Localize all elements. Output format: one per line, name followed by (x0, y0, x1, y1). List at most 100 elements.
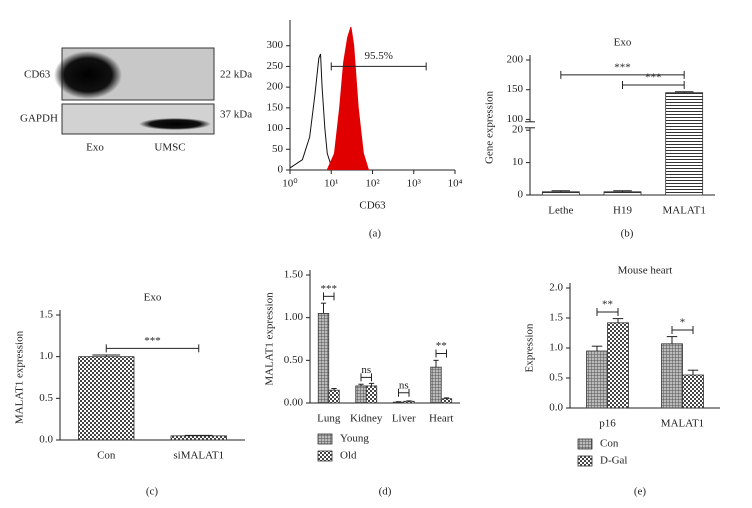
x-tick-label: MALAT1 (662, 205, 705, 217)
y-tick-label: 2.0 (549, 282, 563, 294)
y-tick-label: 0.5 (549, 372, 563, 384)
y-tick-label: 150 (507, 83, 524, 95)
x-tick-label: 10¹ (324, 178, 338, 190)
significance-label: * (680, 317, 686, 329)
panel-label: (c) (146, 486, 159, 498)
x-tick-label: Heart (429, 413, 453, 425)
bar (665, 92, 704, 196)
y-tick-label: 300 (267, 39, 284, 51)
y-tick-label: 1.5 (39, 309, 53, 321)
significance-label: *** (645, 71, 662, 83)
blot-lane-label: Exo (86, 142, 104, 154)
significance-label: ** (436, 340, 447, 352)
western-blot: CD63 GAPDH 22 kDa 37 kDa Exo UMSC (20, 47, 252, 154)
panel-label: (a) (369, 228, 382, 240)
panel-label: (e) (634, 486, 647, 498)
y-axis-label: Gene expression (484, 91, 496, 165)
blot-band (54, 51, 122, 99)
bar (430, 366, 442, 404)
bar (328, 389, 340, 404)
bar (78, 356, 135, 441)
legend-swatch (317, 450, 333, 462)
y-tick-label: 250 (267, 60, 284, 72)
bar (365, 385, 378, 404)
y-tick-label: 1.00 (284, 311, 304, 323)
x-tick-label: MALAT1 (661, 418, 704, 430)
y-tick-label: 0.50 (284, 354, 304, 366)
y-tick-label: 1.50 (284, 269, 304, 281)
x-tick-label: 10² (365, 178, 380, 190)
legend-swatch (317, 433, 333, 445)
x-tick-label: Liver (392, 413, 416, 425)
panel-label: (b) (621, 228, 634, 240)
y-tick-label: 200 (507, 54, 524, 66)
bar (607, 322, 629, 409)
legend-label: D-Gal (600, 455, 628, 467)
y-tick-label: 50 (272, 143, 284, 155)
x-tick-label: p16 (599, 418, 616, 430)
bar (392, 401, 405, 404)
y-tick-label: 0.0 (39, 434, 53, 446)
legend-swatch (577, 438, 593, 450)
y-tick-label: 1.0 (39, 350, 53, 362)
legend-label: Young (340, 433, 369, 445)
x-tick-label: Lethe (548, 205, 573, 217)
x-tick-label: siMALAT1 (173, 450, 224, 462)
y-tick-label: 10 (512, 156, 524, 168)
bar (661, 343, 683, 409)
bar (440, 398, 453, 404)
x-tick-label: 10³ (407, 178, 422, 190)
histogram-curve (289, 53, 335, 171)
bar (170, 435, 227, 441)
gate-label: 95.5% (364, 50, 392, 62)
y-tick-label: 200 (267, 81, 284, 93)
significance-label: *** (144, 335, 161, 347)
chart-title: Exo (614, 37, 632, 49)
y-tick-label: 100 (267, 122, 284, 134)
significance-label: *** (321, 283, 338, 295)
y-tick-label: 150 (267, 101, 284, 113)
chart-title: Mouse heart (618, 265, 673, 277)
y-tick-label: 20 (512, 124, 524, 136)
y-tick-label: 100 (507, 113, 524, 125)
x-tick-label: 10⁴ (448, 178, 463, 190)
bar (603, 191, 642, 196)
x-tick-label: Con (97, 450, 116, 462)
y-tick-label: 0.0 (549, 402, 563, 414)
y-tick-label: 0 (278, 164, 284, 176)
legend-swatch (577, 455, 593, 467)
significance-label: ns (399, 379, 409, 391)
y-tick-label: 0.5 (39, 392, 53, 404)
x-tick-label: Kidney (350, 413, 383, 425)
y-axis-label: MALAT1 expression (14, 330, 26, 424)
chart-title: Exo (144, 292, 162, 304)
blot-band (139, 118, 211, 130)
bar (541, 191, 580, 196)
significance-label: ns (361, 364, 371, 376)
histogram-curve (326, 26, 369, 171)
x-tick-label: H19 (613, 205, 632, 217)
bar (317, 312, 330, 404)
bar (355, 385, 367, 404)
y-tick-label: 0 (518, 189, 524, 201)
y-tick-label: 0.00 (284, 397, 304, 409)
bar (403, 400, 415, 404)
axis-break (525, 121, 535, 128)
x-tick-label: Lung (317, 413, 341, 425)
x-axis-label: CD63 (359, 200, 386, 212)
panel-label: (d) (379, 486, 392, 498)
blot-size-label: 37 kDa (220, 109, 252, 121)
blot-lane-label: UMSC (154, 142, 185, 154)
blot-size-label: 22 kDa (220, 69, 252, 81)
y-axis-label: Expression (524, 323, 536, 372)
legend-label: Con (600, 438, 619, 450)
bar (586, 350, 608, 409)
y-tick-label: 1.5 (549, 312, 563, 324)
significance-label: ** (602, 299, 613, 311)
bar (682, 374, 704, 409)
x-tick-label: 10⁰ (282, 178, 298, 190)
legend-label: Old (340, 450, 357, 462)
y-tick-label: 1.0 (549, 342, 563, 354)
blot-row-label: GAPDH (20, 113, 58, 125)
